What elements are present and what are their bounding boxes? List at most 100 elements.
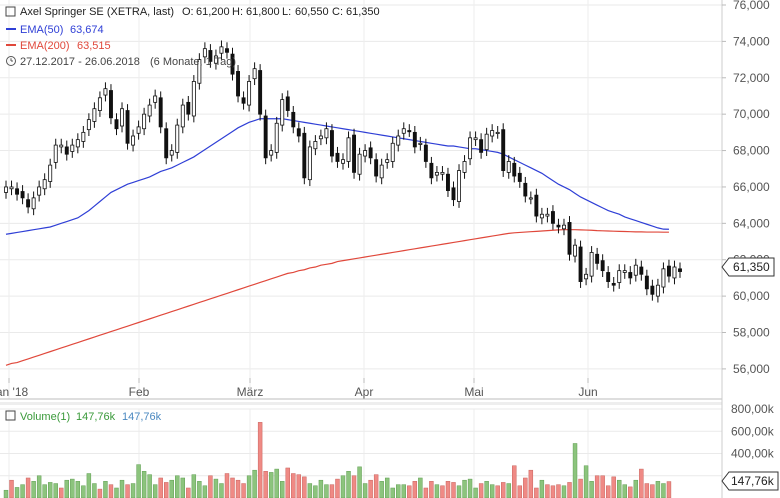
checkbox-icon[interactable] bbox=[5, 410, 16, 421]
candle-body bbox=[97, 97, 102, 111]
candle-body bbox=[147, 104, 152, 117]
candle-body bbox=[213, 55, 218, 64]
candle-body bbox=[324, 128, 329, 139]
volume-bar bbox=[644, 483, 650, 498]
candle-body bbox=[285, 96, 290, 111]
y-tick-label: 56,000 bbox=[733, 362, 770, 376]
candle-body bbox=[81, 131, 86, 142]
volume-bar bbox=[628, 486, 633, 498]
volume-bar bbox=[517, 485, 522, 498]
candle-body bbox=[109, 90, 113, 119]
volume-bar bbox=[440, 485, 445, 498]
candle-body bbox=[230, 53, 235, 75]
volume-bar bbox=[92, 483, 97, 498]
volume-bar bbox=[489, 484, 495, 498]
candle-body bbox=[225, 48, 229, 53]
candle-body bbox=[446, 173, 450, 191]
volume-bar bbox=[197, 481, 202, 498]
volume-bar bbox=[280, 481, 285, 498]
candle-body bbox=[197, 59, 202, 84]
volume-name: Volume(1) bbox=[20, 411, 70, 423]
candle-body bbox=[611, 282, 616, 286]
candle-body bbox=[423, 144, 428, 162]
candle-body bbox=[600, 260, 605, 272]
candle-body bbox=[407, 130, 412, 133]
volume-bar bbox=[594, 475, 600, 498]
candle-body bbox=[490, 130, 495, 137]
volume-bar bbox=[401, 484, 406, 498]
candle-body bbox=[385, 159, 390, 163]
volume-bar bbox=[611, 476, 616, 498]
chart-title: Axel Springer SE (XETRA, last) bbox=[20, 6, 174, 18]
candle-body bbox=[335, 152, 340, 162]
volume-bar bbox=[418, 477, 423, 498]
last-price-label: 61,350 bbox=[733, 260, 770, 274]
volume-bar bbox=[20, 484, 25, 498]
last-volume-marker: 147,76k bbox=[721, 471, 779, 491]
candle-body bbox=[644, 275, 649, 290]
candle-body bbox=[562, 224, 566, 230]
candle-body bbox=[263, 115, 268, 159]
candle-body bbox=[357, 153, 362, 175]
candle-body bbox=[247, 81, 252, 106]
volume-bar bbox=[42, 484, 47, 498]
y-tick-label: 68,000 bbox=[733, 144, 770, 158]
volume-bar bbox=[390, 487, 395, 498]
volume-bar bbox=[484, 481, 489, 498]
volume-bar bbox=[235, 479, 241, 498]
candle-body bbox=[37, 186, 42, 196]
ohlc-high-value: 61,800 bbox=[246, 6, 280, 18]
volume-bar bbox=[451, 482, 456, 498]
candle-body bbox=[368, 147, 373, 159]
candle-body bbox=[495, 131, 500, 134]
volume-bar bbox=[622, 484, 627, 498]
volume-bar bbox=[556, 484, 561, 498]
ema200-value: 63,515 bbox=[77, 40, 111, 52]
volume-bar bbox=[318, 479, 324, 498]
price-legend: Axel Springer SE (XETRA, last) O: 61,200… bbox=[5, 6, 380, 68]
volume-bar bbox=[285, 467, 290, 498]
volume-bar bbox=[368, 479, 373, 498]
candle-body bbox=[578, 246, 583, 282]
volume-bar bbox=[3, 489, 9, 498]
candle-body bbox=[26, 199, 31, 208]
y-tick-label: 72,000 bbox=[733, 71, 770, 85]
volume-tick-label: 400,00k bbox=[731, 447, 775, 461]
volume-bar bbox=[169, 479, 174, 498]
candle-body bbox=[573, 244, 577, 257]
candle-body bbox=[462, 161, 467, 173]
ema50-line bbox=[5, 118, 669, 235]
x-tick-label: Feb bbox=[129, 385, 150, 399]
candle-body bbox=[595, 253, 600, 264]
volume-bar bbox=[180, 477, 185, 498]
volume-bar bbox=[661, 483, 666, 498]
legend-ema200: EMA(200) 63,515 bbox=[6, 40, 111, 52]
volume-bar bbox=[302, 476, 307, 498]
candle-body bbox=[241, 97, 246, 104]
candle-body bbox=[164, 128, 169, 159]
volume-bar bbox=[97, 488, 103, 498]
candle-body bbox=[379, 164, 384, 179]
candle-body bbox=[329, 130, 334, 157]
candle-body bbox=[219, 46, 224, 54]
ema200-name: EMA(200) bbox=[20, 40, 70, 52]
candle-body bbox=[313, 141, 318, 150]
candle-body bbox=[584, 273, 589, 280]
candle-body bbox=[125, 110, 130, 144]
volume-bar bbox=[53, 483, 58, 498]
volume-bar bbox=[175, 475, 180, 498]
volume-bar bbox=[75, 481, 81, 498]
candle-body bbox=[131, 135, 136, 146]
candle-body bbox=[512, 162, 517, 177]
x-tick-label: März bbox=[237, 385, 264, 399]
volume-bar bbox=[191, 474, 197, 498]
candle-body bbox=[274, 122, 279, 153]
volume-bar bbox=[125, 484, 130, 498]
last-volume-label: 147,76k bbox=[731, 474, 775, 488]
volume-bars bbox=[3, 422, 672, 498]
volume-bar bbox=[224, 473, 230, 498]
checkbox-icon[interactable] bbox=[5, 6, 16, 17]
volume-bar bbox=[429, 481, 434, 498]
candle-body bbox=[186, 101, 191, 115]
volume-bar bbox=[379, 481, 384, 498]
